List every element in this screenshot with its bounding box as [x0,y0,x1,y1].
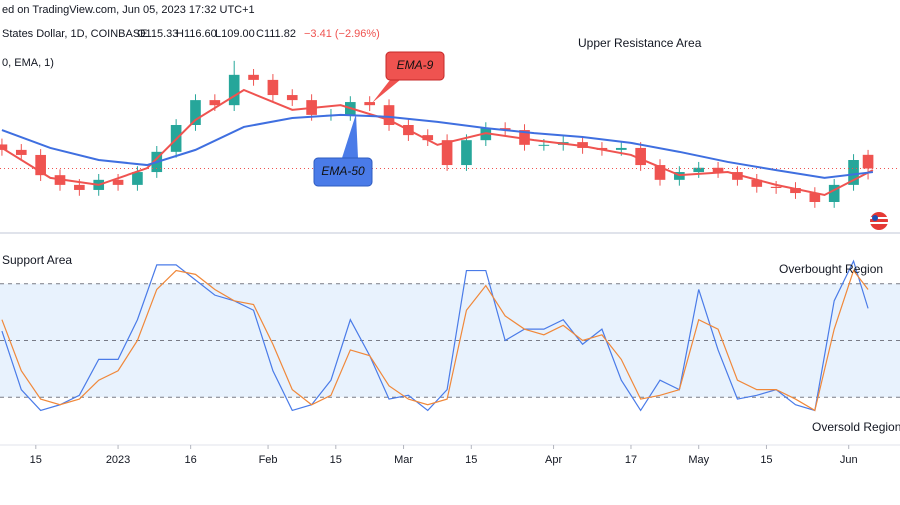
ohlc: O115.33 [137,28,178,40]
candle-body [828,184,840,202]
flag-icon [870,212,888,230]
candle-body [248,74,259,80]
candle-body [132,172,143,185]
candle-body [615,147,627,150]
callout-label: EMA-50 [321,164,365,178]
candle-body [751,179,763,187]
symbol: States Dollar, 1D, COINBASE [2,28,148,40]
candle-body [862,154,874,169]
annotation: Support Area [2,253,72,267]
x-tick-label: May [688,454,709,466]
x-tick-label: Feb [259,454,278,466]
callout-pointer [342,114,358,158]
x-tick-label: 15 [760,454,772,466]
callout-label: EMA-9 [397,58,434,72]
candle-body [74,184,85,190]
candle-body [228,74,240,106]
candle-body [770,186,782,188]
candle-body [35,154,46,176]
header-line: ed on TradingView.com, Jun 05, 2023 17:3… [2,4,255,16]
candle-body [538,144,550,146]
candle-body [190,100,201,125]
x-tick-label: Jun [840,454,858,466]
candle-body [209,100,221,106]
x-tick-label: 15 [30,454,42,466]
ohlc: C111.82 [256,28,296,40]
candle-body [267,79,279,96]
candle-body [790,188,801,194]
candle-body [422,135,434,141]
x-tick-label: 15 [465,454,477,466]
candle-body [519,130,530,145]
candle-body [364,102,375,106]
candle-body [461,140,472,166]
ema-line [1,113,874,179]
ohlc: L109.00 [215,28,255,40]
candle-body [809,193,821,202]
candle-body [654,165,666,180]
ema-line [1,88,874,197]
change: −3.41 (−2.96%) [304,28,380,40]
oscillator-line [1,259,869,412]
oscillator-line [1,269,869,412]
candle-body [286,95,298,101]
candle-body [848,160,859,185]
candle-body [112,179,124,185]
annotation: Oversold Region [812,420,900,434]
annotation: Upper Resistance Area [578,36,702,50]
indicator-label: 0, EMA, 1) [2,57,54,69]
candle-body [0,144,8,150]
callout-box [385,51,445,81]
callout-box [313,157,373,187]
candle-body [499,128,511,131]
x-tick-label: Mar [394,454,413,466]
candle-body [732,172,743,180]
x-tick-label: 17 [625,454,637,466]
x-tick-label: 15 [330,454,342,466]
candle-body [15,149,27,155]
x-tick-label: 2023 [106,454,130,466]
candle-body [635,147,646,166]
annotation: Overbought Region [779,262,883,276]
candle-body [383,105,395,125]
candle-body [441,140,453,166]
x-tick-label: Apr [545,454,562,466]
candle-body [693,167,705,173]
callout-pointer [372,80,400,103]
ohlc: H116.60 [176,28,217,40]
x-tick-label: 16 [185,454,197,466]
candle-body [712,167,724,173]
band-layer [0,283,900,398]
